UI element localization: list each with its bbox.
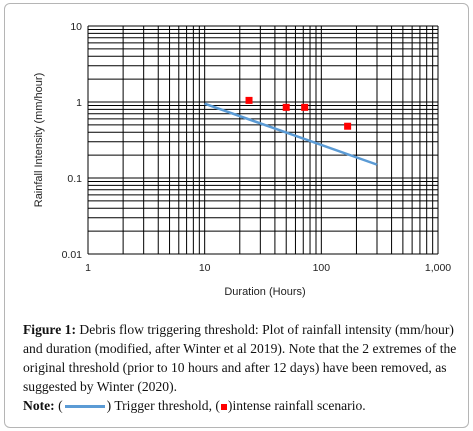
figure-caption: Figure 1: Debris flow triggering thresho…	[23, 320, 463, 415]
legend-threshold-line-icon	[64, 405, 105, 409]
x-tick-label: 1	[85, 262, 91, 274]
x-tick-label: 1,000	[425, 262, 451, 274]
y-tick-label: 0.01	[62, 249, 83, 261]
x-tick-label: 100	[313, 262, 331, 274]
trigger-threshold-line	[204, 102, 378, 166]
rainfall-scenario-point	[344, 122, 352, 130]
note-point-text: )intense rainfall scenario.	[227, 398, 366, 413]
series	[204, 96, 378, 166]
note-label: Note:	[23, 398, 55, 413]
grid	[87, 25, 439, 255]
y-axis-label: Rainfall Intensity (mm/hour)	[33, 73, 45, 208]
rainfall-scenario-point	[301, 103, 309, 111]
figure-label: Figure 1:	[23, 322, 76, 337]
y-tick-label: 0.1	[67, 173, 82, 185]
rainfall-scenario-point	[282, 103, 290, 111]
y-tick-label: 1	[76, 97, 82, 109]
legend-rainfall-square-icon	[220, 403, 227, 410]
x-tick-label: 10	[199, 262, 211, 274]
rainfall-scenario-point	[245, 96, 253, 104]
x-tick-labels: 1 10 100 1,000	[85, 262, 451, 274]
caption-text: Debris flow triggering threshold: Plot o…	[23, 322, 457, 394]
y-tick-labels: 10 1 0.1 0.01	[62, 21, 83, 261]
y-tick-label: 10	[70, 21, 82, 33]
note-line-text: ) Trigger threshold, (	[106, 398, 220, 413]
note-open: (	[54, 398, 63, 413]
x-axis-label: Duration (Hours)	[224, 286, 305, 298]
